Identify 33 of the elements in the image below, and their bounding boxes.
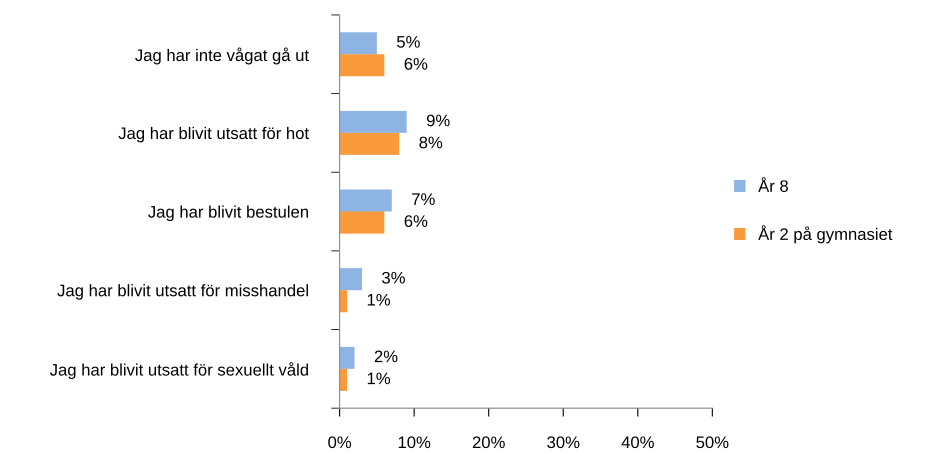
data-label: 2% — [374, 350, 398, 362]
x-tick-label: 10% — [398, 436, 430, 448]
bar — [340, 212, 384, 234]
y-tick-label: Jag har blivit utsatt för hot — [118, 126, 309, 142]
data-label: 6% — [404, 58, 428, 70]
data-label: 5% — [397, 36, 420, 48]
x-tick-label: 20% — [472, 436, 505, 448]
y-tick-label: Jag har blivit utsatt för sexuellt våld — [50, 362, 308, 380]
data-label: 8% — [419, 136, 442, 148]
data-label: 9% — [426, 114, 450, 126]
data-label: 1% — [368, 294, 390, 306]
bar — [340, 132, 400, 155]
bar — [340, 346, 355, 369]
data-label: 1% — [368, 372, 390, 384]
bar — [340, 54, 384, 76]
x-tick-label: 0% — [328, 436, 352, 448]
bar — [340, 268, 362, 290]
bar — [340, 32, 377, 54]
y-tick-label: Jag har inte vågat gå ut — [135, 48, 309, 64]
bar — [340, 110, 407, 133]
legend-label: År 2 på gymnasiet — [758, 225, 892, 244]
bar — [340, 368, 348, 391]
data-label: 6% — [404, 215, 428, 228]
data-label: 7% — [412, 193, 435, 205]
x-tick-label: 30% — [547, 436, 580, 448]
y-tick-label: Jag har blivit utsatt för misshandel — [57, 284, 308, 300]
legend-label: År 8 — [758, 177, 788, 192]
y-tick-label: Jag har blivit bestulen — [148, 206, 308, 222]
bar — [340, 190, 392, 212]
x-tick-label: 40% — [622, 436, 654, 448]
bar — [340, 290, 348, 312]
x-tick-label: 50% — [696, 436, 728, 448]
data-label: 3% — [382, 272, 405, 284]
